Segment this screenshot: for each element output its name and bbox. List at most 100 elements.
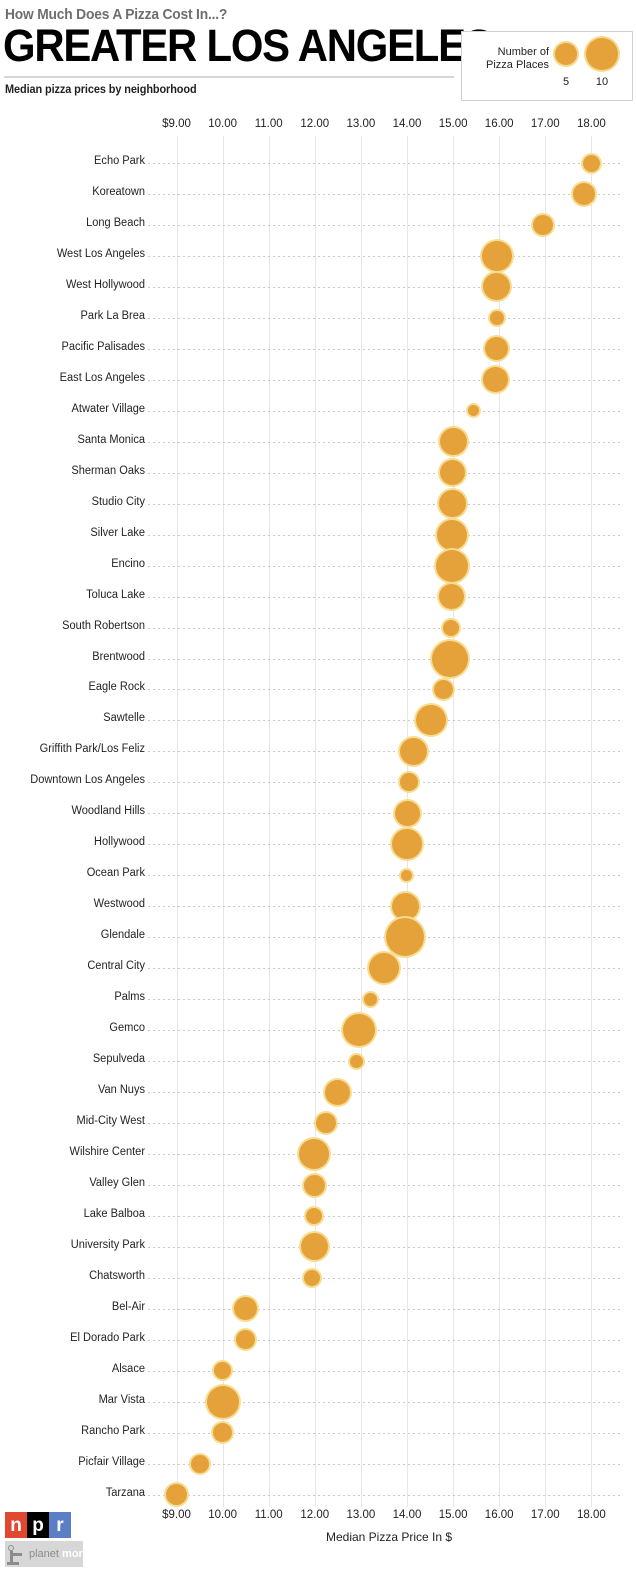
legend-dot-small [555, 43, 577, 65]
row-leader-line [148, 410, 622, 412]
data-point-dot[interactable] [489, 310, 504, 325]
data-point-dot[interactable] [437, 519, 468, 550]
data-point-dot[interactable] [435, 549, 468, 582]
neighborhood-label: Koreatown [92, 185, 145, 198]
neighborhood-label: Wilshire Center [69, 1146, 145, 1159]
data-point-dot[interactable] [415, 705, 446, 736]
data-point-dot[interactable] [368, 953, 399, 984]
x-tick-label-bottom: 11.00 [254, 1509, 283, 1521]
neighborhood-label: West Los Angeles [56, 247, 145, 260]
data-point-dot[interactable] [483, 367, 508, 393]
data-point-dot[interactable] [439, 584, 465, 610]
row-leader-line [148, 689, 622, 691]
data-point-dot[interactable] [306, 1207, 323, 1224]
row-leader-line [148, 1246, 622, 1248]
neighborhood-label: Alsace [111, 1362, 145, 1375]
data-point-dot[interactable] [481, 240, 512, 271]
data-point-dot[interactable] [485, 337, 509, 361]
data-point-dot[interactable] [582, 154, 600, 172]
x-tick-label-bottom: 15.00 [438, 1509, 468, 1521]
row-leader-line [148, 1370, 622, 1372]
row-leader-line [148, 999, 622, 1001]
row-leader-line [148, 1432, 622, 1434]
data-point-dot[interactable] [434, 679, 454, 699]
data-point-dot[interactable] [206, 1385, 239, 1418]
data-point-dot[interactable] [439, 428, 467, 456]
neighborhood-label: Palms [114, 991, 145, 1004]
neighborhood-label: Tarzana [105, 1486, 145, 1499]
row-leader-line [148, 441, 622, 443]
neighborhood-label: Park La Brea [80, 309, 145, 322]
neighborhood-label: Pacific Palisades [61, 340, 145, 353]
row-leader-line [148, 1185, 622, 1186]
data-point-dot[interactable] [442, 619, 459, 636]
data-point-dot[interactable] [212, 1423, 232, 1443]
data-point-dot[interactable] [363, 992, 377, 1006]
data-point-dot[interactable] [303, 1174, 325, 1196]
row-leader-line [148, 565, 622, 567]
neighborhood-label: Woodland Hills [71, 805, 145, 818]
data-point-dot[interactable] [385, 918, 424, 957]
row-leader-line [148, 844, 622, 846]
x-tick-label-bottom: $9.00 [162, 1509, 191, 1521]
row-leader-line [148, 1339, 622, 1341]
row-leader-line [148, 1061, 622, 1063]
data-point-dot[interactable] [401, 869, 413, 881]
legend-label-line1: Number of [497, 46, 549, 58]
data-point-dot[interactable] [400, 737, 428, 765]
row-leader-line [148, 875, 622, 877]
chart-header: How Much Does A Pizza Cost In...? GREATE… [0, 0, 636, 112]
neighborhood-label: Silver Lake [90, 526, 145, 539]
data-point-dot[interactable] [190, 1454, 209, 1473]
x-tick-label-top: 12.00 [300, 118, 330, 130]
scatter-plot: Echo Park Koreatown Long Beach West Los Ang… [0, 118, 636, 1544]
data-point-dot[interactable] [391, 829, 422, 860]
x-tick-label-top: 14.00 [392, 118, 422, 130]
row-leader-line [148, 255, 622, 257]
data-point-dot[interactable] [394, 800, 420, 826]
data-point-dot[interactable] [400, 773, 419, 792]
x-tick-label-top: 17.00 [530, 118, 560, 130]
data-point-dot[interactable] [300, 1233, 328, 1261]
planet-money-word1: planet [29, 1548, 59, 1560]
data-point-dot[interactable] [236, 1330, 256, 1350]
data-point-dot[interactable] [573, 182, 596, 205]
size-legend: Number of Pizza Places 5 10 [461, 31, 633, 101]
data-point-dot[interactable] [483, 273, 511, 301]
row-leader-line [148, 906, 622, 908]
legend-dot-large [586, 38, 618, 70]
data-point-dot[interactable] [214, 1362, 232, 1380]
data-point-dot[interactable] [468, 405, 480, 417]
npr-logo-n: n [5, 1512, 27, 1538]
data-point-dot[interactable] [440, 460, 466, 486]
row-leader-line [148, 1092, 622, 1094]
neighborhood-label: Sherman Oaks [71, 464, 145, 477]
npr-logo: n p r [5, 1512, 71, 1538]
neighborhood-label: Valley Glen [89, 1177, 145, 1189]
row-leader-line [148, 317, 622, 319]
data-point-dot[interactable] [304, 1269, 321, 1286]
data-point-dot[interactable] [392, 892, 420, 920]
data-point-dot[interactable] [324, 1079, 350, 1105]
row-leader-line [148, 1277, 622, 1279]
data-point-dot[interactable] [438, 490, 466, 518]
data-point-dot[interactable] [166, 1484, 187, 1506]
row-leader-line [148, 782, 622, 784]
x-tick-label-top: 16.00 [484, 118, 514, 130]
x-tick-label-top: 11.00 [254, 118, 283, 130]
neighborhood-label: Mid-City West [76, 1115, 145, 1128]
x-tick-label-bottom: 14.00 [392, 1509, 422, 1521]
data-point-dot[interactable] [234, 1297, 258, 1321]
data-point-dot[interactable] [299, 1139, 330, 1170]
data-point-dot[interactable] [431, 640, 468, 677]
data-point-dot[interactable] [349, 1054, 363, 1068]
x-tick-label-bottom: 12.00 [300, 1509, 330, 1521]
neighborhood-label: Mar Vista [98, 1393, 145, 1406]
row-leader-line [148, 1463, 622, 1465]
data-point-dot[interactable] [342, 1014, 375, 1047]
data-point-dot[interactable] [532, 214, 553, 235]
row-leader-line [148, 1494, 622, 1496]
data-point-dot[interactable] [316, 1113, 337, 1134]
figure-body [10, 1551, 13, 1564]
neighborhood-label: Brentwood [92, 650, 145, 663]
